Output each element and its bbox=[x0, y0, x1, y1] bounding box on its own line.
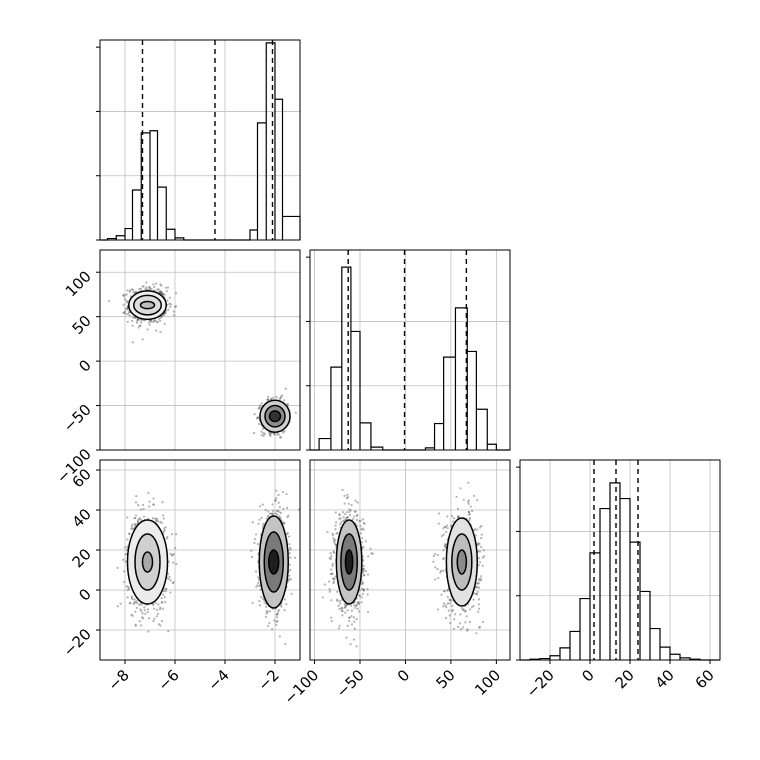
x-y-cluster-1-contours bbox=[259, 399, 291, 433]
hist-z-bin-13 bbox=[660, 647, 670, 660]
hist-y-bin-0 bbox=[319, 439, 331, 450]
hist-y-histogram-outline bbox=[310, 266, 510, 451]
x-y-cluster-0-contour-2 bbox=[139, 300, 156, 310]
hist-z-bin-8 bbox=[610, 483, 620, 660]
hist-z-xtick-label-3: 40 bbox=[652, 666, 678, 692]
hist-x-bin-6 bbox=[158, 187, 167, 240]
hist-x-bin-10 bbox=[258, 123, 267, 240]
x-z-xtick-label-3: −2 bbox=[254, 666, 282, 694]
x-y-ytick-label-1: −50 bbox=[60, 401, 95, 436]
hist-x-bin-9 bbox=[250, 230, 258, 240]
hist-x-bin-3 bbox=[133, 190, 142, 240]
y-z-xtick-label-1: −50 bbox=[333, 666, 368, 701]
hist-y-bin-3 bbox=[351, 331, 360, 450]
x-z-cluster-0-contours bbox=[126, 519, 169, 605]
y-z-xtick-label-2: 0 bbox=[394, 666, 413, 685]
hist-z-bin-3 bbox=[560, 648, 570, 660]
hist-y-bin-7 bbox=[435, 424, 444, 450]
hist-z-bin-12 bbox=[650, 629, 660, 660]
hist-x-bin-11 bbox=[266, 43, 275, 240]
hist-y-bin-12 bbox=[487, 444, 496, 450]
y-z-cluster-1-contour-2 bbox=[456, 549, 468, 575]
x-y-frame bbox=[99, 249, 301, 451]
y-z-cluster-0-contour-2 bbox=[344, 549, 354, 575]
y-z-frame bbox=[309, 459, 511, 661]
hist-z-bin-14 bbox=[670, 654, 680, 660]
hist-y-bin-10 bbox=[467, 351, 476, 450]
y-z-xtick-label-4: 100 bbox=[471, 666, 504, 699]
hist-x-bin-2 bbox=[125, 229, 133, 240]
y-z-xtick-label-3: 50 bbox=[433, 666, 459, 692]
hist-z-bin-6 bbox=[590, 553, 600, 660]
x-z-xtick-label-2: −4 bbox=[204, 666, 232, 694]
hist-z-bin-4 bbox=[570, 631, 580, 660]
y-z-cluster-1-contours bbox=[445, 517, 479, 607]
x-y-cluster-0-contours bbox=[128, 290, 167, 321]
hist-x-bin-13 bbox=[283, 216, 301, 240]
y-z-xtick-label-0: −100 bbox=[281, 666, 323, 708]
x-z-cluster-1-contours bbox=[258, 515, 289, 609]
x-z-frame bbox=[99, 459, 301, 661]
x-z-ytick-label-2: 20 bbox=[69, 545, 95, 571]
hist-z-bin-11 bbox=[640, 591, 650, 660]
hist-y-frame bbox=[309, 249, 511, 451]
hist-y-bin-11 bbox=[476, 409, 487, 450]
x-z-cluster-1-contour-2 bbox=[268, 549, 280, 575]
x-z-cluster-0-contour-2 bbox=[141, 551, 154, 573]
x-z-ytick-label-3: 40 bbox=[69, 505, 95, 531]
hist-x-bin-5 bbox=[150, 131, 158, 240]
hist-z-xtick-label-1: 0 bbox=[578, 666, 597, 685]
hist-y-bin-2 bbox=[342, 267, 351, 450]
hist-z-bin-5 bbox=[580, 599, 590, 660]
hist-x-histogram-outline bbox=[100, 42, 301, 241]
hist-z-xtick-label-0: −20 bbox=[523, 666, 558, 701]
hist-z-xtick-label-4: 60 bbox=[692, 666, 718, 692]
x-y-ytick-label-3: 50 bbox=[69, 312, 95, 338]
hist-y-bin-4 bbox=[360, 423, 371, 450]
x-z-xtick-label-1: −6 bbox=[154, 666, 182, 694]
hist-z-bin-9 bbox=[620, 499, 630, 660]
hist-x-bin-7 bbox=[166, 229, 175, 240]
x-z-xtick-label-0: −8 bbox=[104, 666, 132, 694]
x-y-cluster-1-contour-2 bbox=[268, 410, 282, 423]
y-z-cluster-0-contours bbox=[335, 519, 363, 605]
hist-y-bin-8 bbox=[444, 357, 456, 450]
hist-z-bin-2 bbox=[550, 656, 560, 660]
hist-x-bin-12 bbox=[275, 99, 283, 240]
x-y-ytick-label-4: 100 bbox=[62, 267, 95, 300]
hist-y-bin-9 bbox=[455, 308, 467, 450]
hist-z-xtick-label-2: 20 bbox=[612, 666, 638, 692]
hist-x-bin-1 bbox=[116, 236, 125, 240]
x-z-ytick-label-1: 0 bbox=[75, 585, 94, 604]
hist-z-frame bbox=[519, 459, 721, 661]
hist-y-bin-1 bbox=[331, 367, 342, 450]
x-y-ytick-label-2: 0 bbox=[75, 356, 94, 375]
hist-x-frame bbox=[99, 39, 301, 241]
x-z-ytick-label-0: −20 bbox=[60, 625, 95, 660]
hist-z-histogram-outline bbox=[520, 482, 720, 661]
